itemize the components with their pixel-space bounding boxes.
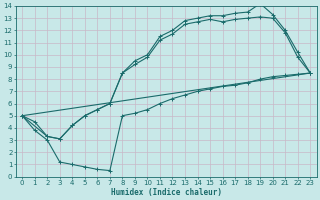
X-axis label: Humidex (Indice chaleur): Humidex (Indice chaleur): [111, 188, 222, 197]
